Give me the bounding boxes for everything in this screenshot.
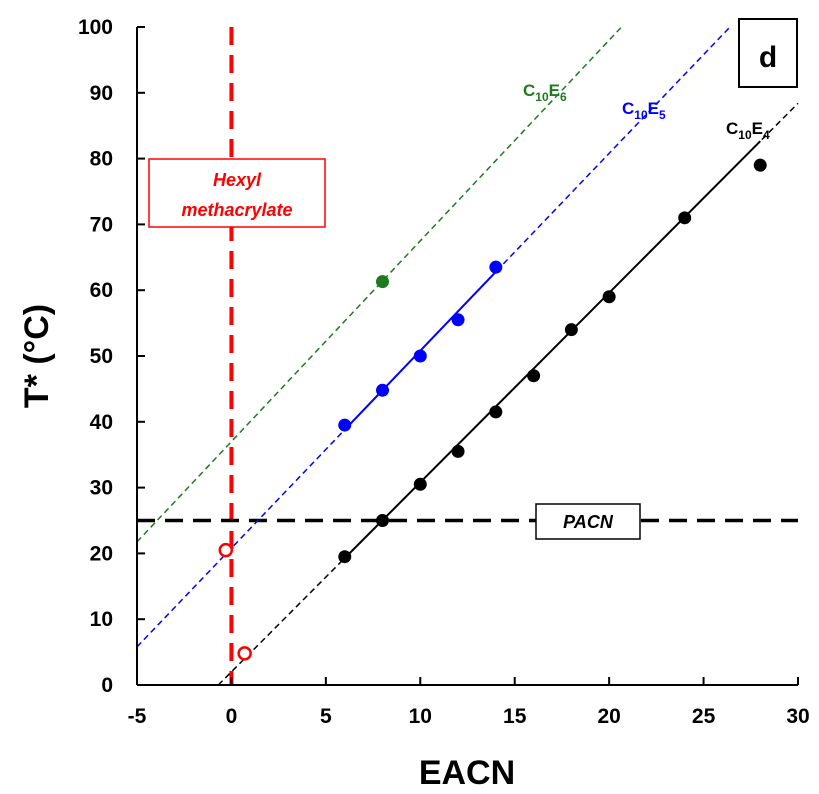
y-tick-label: 20 (90, 542, 113, 565)
x-tick-label: 10 (409, 705, 432, 728)
data-point-c10e5 (413, 349, 427, 363)
x-tick-label: 5 (320, 705, 332, 728)
data-point-c10e5 (489, 260, 503, 274)
x-tick-label: -5 (128, 705, 147, 728)
data-point-c10e4 (753, 158, 767, 172)
data-point-c10e5 (451, 313, 465, 327)
y-tick-label: 0 (101, 674, 113, 697)
x-tick-label: 20 (597, 705, 620, 728)
open-data-point (237, 646, 252, 661)
panel-label-box (738, 18, 798, 88)
data-point-c10e4 (376, 514, 390, 527)
y-tick-label: 90 (90, 82, 113, 105)
x-tick-label: 0 (226, 705, 238, 728)
panel-label: d (759, 41, 777, 74)
data-point-c10e4 (602, 290, 616, 304)
data-point-c10e4 (564, 323, 578, 337)
data-point-c10e5 (376, 383, 390, 397)
fit-line-dashed-c10e5 (136, 26, 731, 648)
y-axis-title: T* (°C) (18, 304, 56, 408)
data-point-c10e4 (678, 211, 692, 225)
y-tick-label: 30 (90, 477, 113, 500)
hexyl-methacrylate-label-line2: methacrylate (181, 200, 292, 220)
y-tick-label: 60 (90, 279, 113, 302)
series-label-c10e4: C10E4 (726, 119, 770, 142)
x-tick-label: 15 (503, 705, 527, 728)
data-point-c10e5 (338, 418, 352, 432)
data-point-c10e4 (338, 550, 352, 564)
fit-line-solid-c10e4 (344, 140, 761, 559)
series-label-c10e5: C10E5 (622, 99, 666, 122)
y-tick-label: 70 (90, 213, 113, 236)
series-label-c10e6: C10E6 (523, 81, 567, 104)
y-tick-label: 40 (90, 411, 113, 434)
hexyl-methacrylate-label-line1: Hexyl (213, 170, 262, 190)
y-tick-label: 10 (90, 608, 113, 631)
x-axis-title: EACN (419, 754, 515, 792)
pacn-label: PACN (563, 512, 614, 532)
data-point-c10e6 (376, 275, 390, 289)
data-point-c10e4 (451, 444, 465, 458)
y-tick-label: 50 (90, 345, 113, 368)
y-tick-label: 100 (78, 16, 113, 39)
hexyl-methacrylate-label-box (148, 158, 326, 228)
y-tick-label: 80 (90, 148, 113, 171)
data-point-c10e4 (527, 369, 541, 383)
open-data-point (218, 542, 234, 558)
pacn-label-box (535, 503, 641, 540)
data-point-c10e4 (489, 405, 503, 419)
data-point-c10e4 (413, 477, 427, 491)
x-tick-label: 25 (692, 705, 716, 728)
x-tick-label: 30 (786, 705, 809, 728)
